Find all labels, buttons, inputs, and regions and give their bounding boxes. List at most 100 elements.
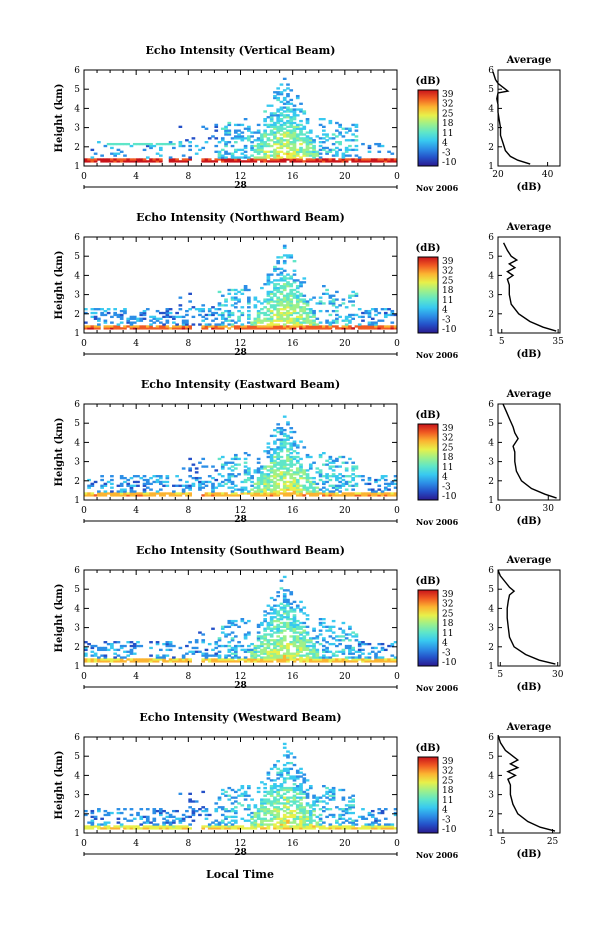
heatmap-cell: [243, 327, 248, 330]
heatmap-cell: [263, 494, 267, 497]
colorbar-tick-label: 11: [442, 629, 453, 639]
heatmap-cell: [165, 475, 170, 478]
heatmap-cell: [299, 160, 303, 163]
heatmap-cell: [292, 639, 297, 642]
heatmap-cell: [335, 321, 339, 324]
heatmap-cell: [302, 112, 307, 115]
heatmap-cell: [312, 139, 316, 142]
heatmap-cell: [351, 300, 356, 303]
heatmap-cell: [299, 488, 303, 491]
heatmap-cell: [165, 325, 170, 328]
heatmap-cell: [240, 618, 245, 621]
heatmap-cell: [126, 827, 131, 830]
heatmap-cell: [113, 313, 117, 317]
heatmap-cell: [315, 302, 320, 305]
heatmap-cell: [338, 639, 342, 642]
heatmap-cell: [260, 806, 264, 809]
heatmap-cell: [387, 827, 391, 830]
y-tick-label: 4: [74, 604, 80, 614]
heatmap-cell: [269, 273, 274, 276]
heatmap-cell: [266, 650, 271, 653]
heatmap-cell: [129, 813, 134, 817]
heatmap-cell: [269, 116, 274, 119]
heatmap-cell: [348, 139, 352, 142]
heatmap-cell: [240, 792, 245, 795]
heatmap-cell: [263, 490, 267, 493]
heatmap-cell: [181, 327, 186, 330]
profile-y-tick-label: 1: [488, 496, 494, 506]
x-tick-label: 16: [287, 672, 299, 682]
heatmap-cell: [136, 644, 140, 648]
heatmap-cell: [145, 821, 150, 824]
day-label: 28: [234, 181, 247, 191]
heatmap-cell: [302, 796, 307, 799]
heatmap-cell: [266, 452, 271, 455]
heatmap-cell: [354, 633, 359, 636]
heatmap-cell: [149, 160, 153, 163]
heatmap-cell: [237, 137, 241, 140]
heatmap-cell: [253, 150, 258, 153]
heatmap-cell: [331, 133, 336, 136]
heatmap-cell: [282, 809, 287, 813]
heatmap-cell: [103, 321, 108, 324]
y-tick-label: 6: [74, 66, 80, 76]
heatmap-cell: [152, 660, 157, 663]
heatmap-cell: [263, 450, 267, 453]
heatmap-cell: [322, 452, 326, 455]
heatmap-cell: [123, 488, 127, 491]
heatmap-cell: [269, 492, 274, 495]
heatmap-cell: [286, 806, 290, 809]
heatmap-cell: [292, 306, 297, 309]
heatmap-cell: [266, 465, 271, 468]
heatmap-cell: [325, 625, 329, 628]
heatmap-cell: [276, 457, 281, 461]
heatmap-cell: [106, 158, 111, 161]
heatmap-cell: [253, 815, 258, 819]
heatmap-cell: [97, 494, 101, 497]
heatmap-cell: [214, 819, 219, 822]
heatmap-cell: [279, 461, 284, 464]
heatmap-cell: [178, 478, 183, 482]
heatmap-cell: [188, 156, 192, 159]
heatmap-cell: [299, 308, 303, 311]
heatmap-cell: [312, 802, 316, 805]
heatmap-cell: [361, 160, 365, 163]
heatmap-cell: [286, 87, 290, 90]
heatmap-cell: [266, 623, 271, 627]
heatmap-cell: [308, 142, 313, 146]
heatmap-cell: [211, 319, 215, 322]
heatmap-cell: [286, 469, 290, 472]
heatmap-cell: [233, 660, 238, 663]
colorbar-tick-label: 18: [442, 119, 454, 129]
heatmap-cell: [126, 319, 131, 322]
heatmap-cell: [328, 813, 333, 817]
heatmap-cell: [289, 102, 294, 105]
heatmap-cell: [318, 471, 323, 474]
heatmap-cell: [286, 300, 290, 303]
heatmap-cell: [220, 821, 225, 824]
heatmap-cell: [374, 494, 378, 497]
heatmap-cell: [325, 786, 329, 790]
heatmap-cell: [299, 285, 303, 288]
heatmap-cell: [191, 484, 196, 487]
heatmap-cell: [282, 438, 287, 441]
heatmap-cell: [152, 494, 157, 497]
heatmap-cell: [165, 311, 170, 315]
heatmap-cell: [348, 656, 352, 659]
heatmap-cell: [211, 488, 215, 491]
heatmap-cell: [315, 652, 320, 655]
heatmap-cell: [233, 160, 238, 163]
heatmap-cell: [286, 450, 290, 453]
x-tick-label: 0: [394, 672, 400, 682]
heatmap-cell: [100, 494, 104, 497]
heatmap-cell: [191, 800, 196, 803]
heatmap-cell: [295, 127, 300, 130]
heatmap-cell: [273, 654, 277, 657]
heatmap-cell: [132, 825, 137, 828]
heatmap-cell: [273, 480, 277, 484]
colorbar-tick-label: 39: [442, 590, 454, 600]
heatmap-cell: [198, 480, 202, 484]
profile-y-tick-label: 3: [488, 291, 494, 301]
heatmap-cell: [188, 806, 192, 809]
heatmap-cell: [279, 808, 284, 811]
